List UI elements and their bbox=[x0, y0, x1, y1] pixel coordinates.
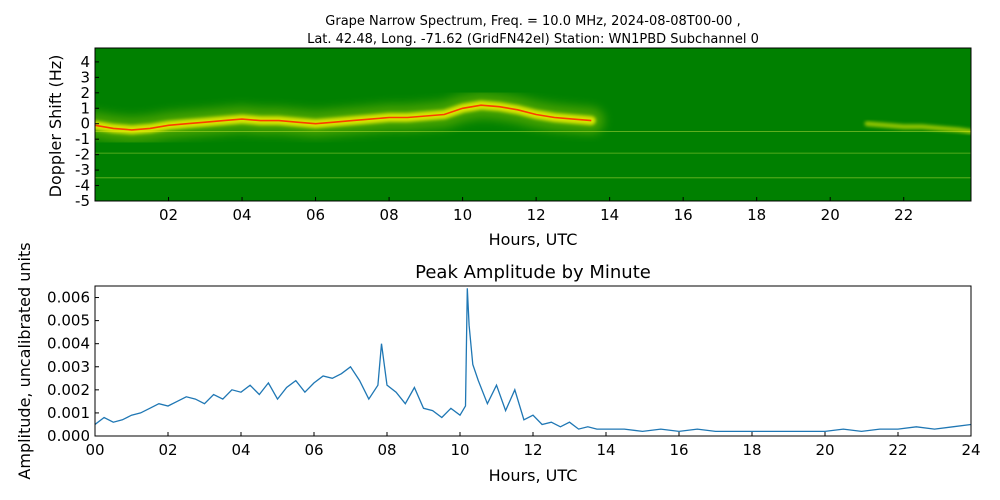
x-tick-label: 22 bbox=[888, 441, 907, 459]
x-tick-label: 20 bbox=[821, 206, 840, 224]
x-tick-label: 24 bbox=[961, 441, 980, 459]
x-tick-label: 06 bbox=[306, 206, 325, 224]
amplitude-y-axis: 0.000 0.001 0.002 0.003 0.004 0.005 0.006 bbox=[47, 289, 99, 445]
x-tick-label: 04 bbox=[231, 441, 250, 459]
x-tick-label: 08 bbox=[380, 206, 399, 224]
x-tick-label: 02 bbox=[159, 206, 178, 224]
x-tick-label: 06 bbox=[304, 441, 323, 459]
amplitude-y-label: Amplitude, uncalibrated units bbox=[15, 242, 34, 479]
y-tick-label: 2 bbox=[80, 84, 90, 102]
spectrum-title-line1: Grape Narrow Spectrum, Freq. = 10.0 MHz,… bbox=[325, 14, 740, 29]
y-tick-label: 0.006 bbox=[47, 289, 90, 307]
x-tick-label: 08 bbox=[377, 441, 396, 459]
x-tick-label: 20 bbox=[815, 441, 834, 459]
x-tick-label: 00 bbox=[85, 441, 104, 459]
x-tick-label: 10 bbox=[453, 206, 472, 224]
spectrogram-frame bbox=[94, 47, 972, 202]
amplitude-series-line bbox=[95, 288, 971, 433]
spectrogram-y-label: Doppler Shift (Hz) bbox=[46, 55, 65, 198]
y-tick-label: 0 bbox=[80, 115, 90, 133]
x-tick-label: 16 bbox=[674, 206, 693, 224]
y-tick-label: -1 bbox=[75, 130, 90, 148]
amplitude-x-label: Hours, UTC bbox=[489, 466, 578, 485]
y-tick-label: 4 bbox=[80, 53, 90, 71]
spectrogram-x-label: Hours, UTC bbox=[489, 230, 578, 249]
y-tick-label: -2 bbox=[75, 146, 90, 164]
x-tick-label: 14 bbox=[600, 206, 619, 224]
amplitude-frame bbox=[94, 285, 972, 437]
x-tick-label: 16 bbox=[669, 441, 688, 459]
spectrum-title-line2: Lat. 42.48, Long. -71.62 (GridFN42el) St… bbox=[307, 32, 759, 47]
y-tick-label: -4 bbox=[75, 177, 90, 195]
y-tick-label: 1 bbox=[80, 99, 90, 117]
y-tick-label: 0.004 bbox=[47, 335, 90, 353]
spectrogram-x-axis: 02 04 06 08 10 12 14 16 18 20 22 bbox=[159, 197, 913, 224]
doppler-peak bbox=[95, 104, 592, 131]
amplitude-x-axis: 00 02 04 06 08 10 12 14 16 18 20 22 24 bbox=[85, 432, 981, 459]
y-tick-label: -3 bbox=[75, 161, 90, 179]
y-tick-label: 0.000 bbox=[47, 427, 90, 445]
x-tick-label: 12 bbox=[527, 206, 546, 224]
y-tick-label: -5 bbox=[75, 192, 90, 210]
y-tick-label: 0.005 bbox=[47, 312, 90, 330]
y-tick-label: 3 bbox=[80, 68, 90, 86]
y-tick-label: 0.002 bbox=[47, 381, 90, 399]
x-tick-label: 02 bbox=[158, 441, 177, 459]
x-tick-label: 04 bbox=[232, 206, 251, 224]
y-tick-label: 0.003 bbox=[47, 358, 90, 376]
amplitude-title: Peak Amplitude by Minute bbox=[415, 262, 651, 283]
x-tick-label: 18 bbox=[742, 441, 761, 459]
x-tick-label: 10 bbox=[450, 441, 469, 459]
x-tick-label: 14 bbox=[596, 441, 615, 459]
x-tick-label: 12 bbox=[523, 441, 542, 459]
y-tick-label: 0.001 bbox=[47, 404, 90, 422]
x-tick-label: 22 bbox=[894, 206, 913, 224]
spectrogram-plot bbox=[94, 47, 972, 202]
x-tick-label: 18 bbox=[747, 206, 766, 224]
late-doppler-band bbox=[864, 121, 971, 134]
amplitude-plot bbox=[94, 285, 972, 437]
